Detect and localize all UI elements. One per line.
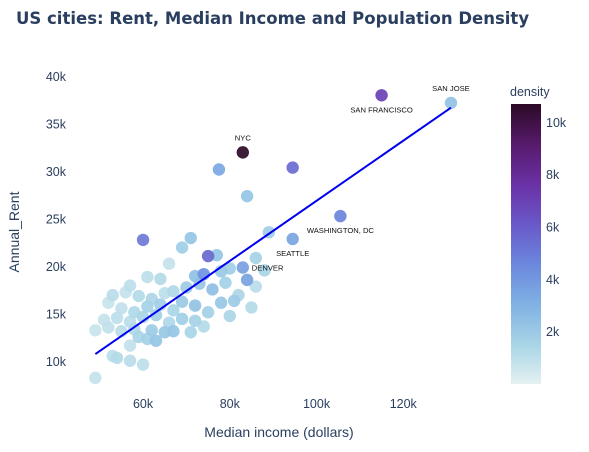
data-point[interactable]: [219, 276, 232, 289]
data-point[interactable]: [286, 161, 299, 174]
data-point[interactable]: [123, 279, 137, 292]
city-label: NYC: [235, 133, 252, 142]
colorbar-tick-label: 4k: [546, 273, 560, 287]
data-point[interactable]: [149, 308, 163, 322]
x-tick-label: 120k: [390, 397, 418, 411]
data-point[interactable]: [110, 311, 124, 325]
data-point[interactable]: [167, 325, 180, 338]
chart-title: US cities: Rent, Median Income and Popul…: [16, 9, 529, 28]
data-point[interactable]: [175, 241, 189, 254]
y-tick-label: 30k: [46, 165, 67, 179]
colorbar-tick-label: 8k: [546, 168, 560, 182]
data-point[interactable]: [201, 306, 215, 319]
x-axis-title: Median income (dollars): [204, 424, 353, 440]
y-axis: 10k 15k 20k 25k 30k 35k 40k: [46, 70, 67, 369]
x-tick-label: 80k: [220, 397, 241, 411]
data-point[interactable]: [162, 257, 176, 270]
data-point[interactable]: [334, 209, 347, 223]
data-point[interactable]: [240, 189, 254, 203]
x-axis: 60k 80k 100k 120k: [133, 397, 418, 411]
x-tick-label: 60k: [133, 397, 154, 411]
y-tick-label: 40k: [46, 70, 67, 84]
y-tick-label: 25k: [46, 212, 67, 226]
data-point[interactable]: [258, 264, 271, 277]
y-tick-label: 20k: [46, 260, 67, 274]
x-tick-label: 100k: [303, 397, 331, 411]
data-point[interactable]: [132, 289, 145, 303]
data-point[interactable]: [201, 249, 215, 263]
data-point[interactable]: [123, 354, 137, 367]
data-point[interactable]: [212, 163, 226, 176]
data-point[interactable]: [115, 302, 128, 315]
data-point[interactable]: [184, 326, 197, 339]
data-point[interactable]: [175, 295, 189, 308]
data-point[interactable]: [375, 89, 388, 102]
city-label: SAN JOSE: [432, 84, 470, 93]
data-point[interactable]: [249, 280, 263, 293]
data-point[interactable]: [89, 324, 102, 337]
y-tick-label: 15k: [46, 308, 67, 322]
colorbar-title: density: [510, 85, 550, 99]
data-point[interactable]: [236, 261, 249, 274]
data-point[interactable]: [206, 283, 219, 296]
data-point[interactable]: [214, 296, 228, 309]
y-tick-label: 10k: [46, 355, 67, 369]
data-point[interactable]: [188, 314, 202, 327]
data-point[interactable]: [106, 288, 119, 302]
data-point[interactable]: [123, 339, 137, 352]
data-point[interactable]: [102, 321, 115, 334]
data-point[interactable]: [223, 309, 236, 323]
data-point[interactable]: [141, 300, 154, 313]
data-point[interactable]: [180, 281, 193, 294]
data-point[interactable]: [184, 231, 197, 245]
data-point[interactable]: [89, 371, 102, 385]
data-point[interactable]: [110, 351, 124, 365]
data-point[interactable]: [149, 334, 163, 347]
data-points: [89, 89, 458, 385]
y-axis-title: Annual_Rent: [6, 191, 22, 272]
colorbar-tick-label: 2k: [546, 325, 560, 339]
city-label: SAN FRANCISCO: [350, 105, 413, 114]
data-point[interactable]: [136, 233, 150, 247]
data-point[interactable]: [240, 273, 254, 287]
colorbar-gradient: [511, 104, 541, 384]
city-annotations: SAN JOSE SAN FRANCISCO NYC WASHINGTON, DC SE…: [235, 84, 470, 273]
data-point[interactable]: [154, 272, 167, 286]
data-point[interactable]: [236, 146, 249, 159]
colorbar: density 2k 4k 6k 8k 10k: [510, 85, 567, 384]
y-tick-label: 35k: [46, 117, 67, 131]
data-point[interactable]: [175, 312, 189, 326]
data-point[interactable]: [145, 324, 158, 337]
city-label: DENVER: [252, 264, 284, 273]
data-point[interactable]: [286, 232, 299, 246]
colorbar-tick-label: 10k: [546, 116, 567, 130]
data-point[interactable]: [245, 301, 258, 314]
city-label: WASHINGTON, DC: [307, 226, 375, 235]
city-label: SEATTLE: [276, 249, 309, 258]
colorbar-tick-label: 6k: [546, 220, 560, 234]
data-point[interactable]: [167, 285, 180, 298]
data-point[interactable]: [141, 270, 154, 284]
data-point[interactable]: [136, 358, 150, 371]
trendline: [94, 106, 452, 355]
data-point[interactable]: [227, 294, 241, 308]
data-point[interactable]: [188, 299, 202, 312]
data-point[interactable]: [444, 96, 458, 110]
data-point[interactable]: [249, 251, 263, 265]
trendline-path: [94, 106, 452, 355]
data-point[interactable]: [167, 304, 180, 317]
